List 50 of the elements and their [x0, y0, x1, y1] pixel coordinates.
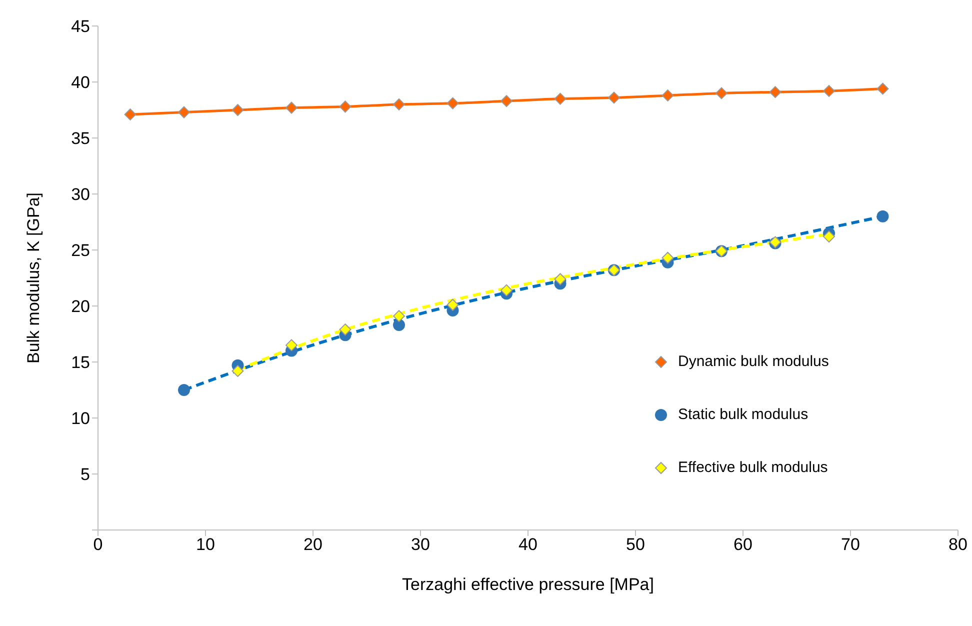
x-tick-label: 10: [196, 535, 215, 554]
point: [876, 82, 889, 95]
y-tick-label: 35: [71, 129, 90, 148]
point: [500, 284, 512, 296]
y-tick-label: 15: [71, 353, 90, 372]
point: [232, 364, 244, 377]
point: [286, 339, 298, 352]
point: [124, 108, 136, 120]
point: [876, 210, 889, 222]
x-axis-title: Terzaghi effective pressure [MPa]: [402, 575, 654, 594]
x-tick-label: 40: [518, 535, 538, 554]
y-tick-label: 10: [71, 409, 90, 428]
x-tick-label: 20: [304, 535, 322, 554]
point: [286, 102, 298, 114]
y-tick-label: 40: [71, 73, 90, 92]
legend-label: Static bulk modulus: [678, 406, 808, 423]
x-tick-label: 70: [841, 535, 860, 554]
point: [393, 319, 405, 332]
y-tick-label: 20: [71, 297, 90, 316]
point: [446, 298, 459, 311]
x-tick-label: 0: [93, 535, 103, 554]
x-tick-label: 80: [948, 535, 968, 554]
legend-label: Dynamic bulk modulus: [678, 353, 829, 370]
point: [232, 104, 244, 116]
point: [446, 97, 459, 110]
x-tick-label: 30: [411, 535, 430, 554]
y-tick-label: 30: [71, 185, 90, 204]
point: [500, 95, 512, 108]
point: [662, 89, 674, 102]
point: [823, 230, 835, 243]
point: [339, 100, 352, 113]
point: [554, 273, 566, 286]
point: [662, 252, 674, 264]
legend-label: Effective bulk modulus: [678, 459, 828, 476]
point: [178, 384, 190, 396]
point: [393, 98, 405, 110]
point: [393, 310, 405, 322]
x-tick-label: 60: [734, 535, 752, 554]
x-tick-label: 50: [626, 535, 645, 554]
point: [608, 92, 620, 104]
point: [554, 92, 566, 105]
point: [178, 106, 190, 118]
point: [769, 86, 782, 98]
y-tick-label: 5: [80, 465, 90, 484]
point: [716, 87, 728, 100]
y-axis-title: Bulk modulus, K [GPa]: [24, 192, 44, 364]
y-tick-label: 25: [71, 241, 90, 260]
point: [823, 84, 835, 97]
y-tick-label: 45: [71, 17, 90, 36]
point: [339, 324, 352, 336]
